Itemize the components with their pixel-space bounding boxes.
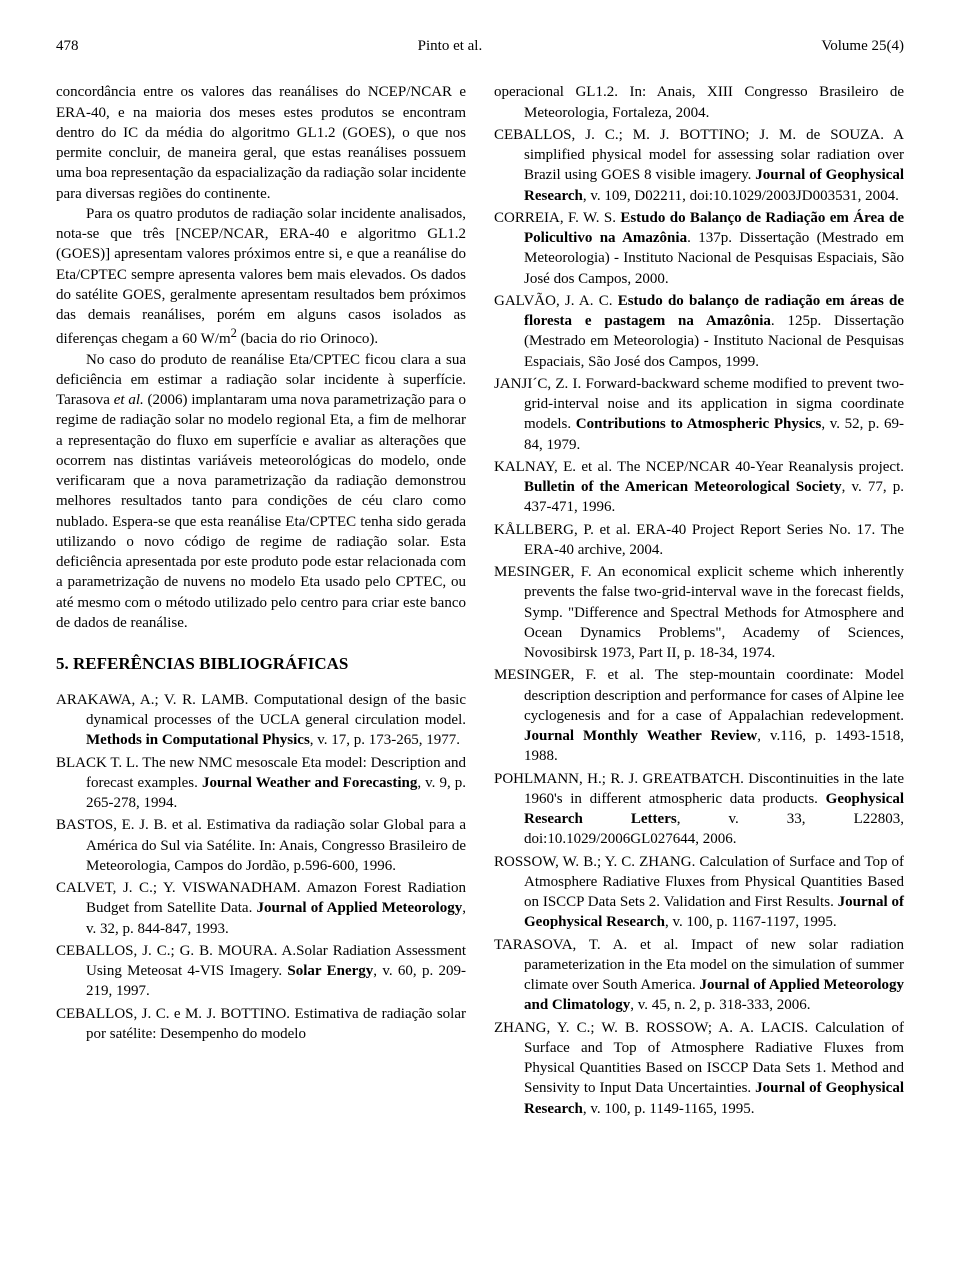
header-authors: Pinto et al. <box>418 36 483 56</box>
right-column: operacional GL1.2. In: Anais, XIII Congr… <box>494 82 904 1121</box>
body-paragraph: No caso do produto de reanálise Eta/CPTE… <box>56 350 466 634</box>
text: , v. 100, p. 1167-1197, 1995. <box>665 914 837 930</box>
reference-item: JANJI´C, Z. I. Forward-backward scheme m… <box>494 374 904 455</box>
text: (bacia do rio Orinoco). <box>237 331 378 347</box>
bold-text: Journal Monthly Weather Review <box>524 728 757 744</box>
text: , v. 17, p. 173-265, 1977. <box>310 732 460 748</box>
text: KALNAY, E. et al. The NCEP/NCAR 40-Year … <box>494 459 904 475</box>
header-volume: Volume 25(4) <box>821 36 904 56</box>
reference-item: GALVÃO, J. A. C. Estudo do balanço de ra… <box>494 291 904 372</box>
text: GALVÃO, J. A. C. <box>494 293 618 309</box>
reference-item: CEBALLOS, J. C. e M. J. BOTTINO. Estimat… <box>56 1004 466 1045</box>
reference-item: POHLMANN, H.; R. J. GREATBATCH. Disconti… <box>494 769 904 850</box>
reference-item: CORREIA, F. W. S. Estudo do Balanço de R… <box>494 208 904 289</box>
bold-text: Journal of Applied Meteorology <box>257 900 463 916</box>
reference-item: KALNAY, E. et al. The NCEP/NCAR 40-Year … <box>494 457 904 518</box>
bold-text: Bulletin of the American Meteorological … <box>524 479 842 495</box>
text: , v. 109, D02211, doi:10.1029/2003JD0035… <box>583 188 899 204</box>
reference-item: MESINGER, F. et al. The step-mountain co… <box>494 665 904 766</box>
body-paragraph: Para os quatro produtos de radiação sola… <box>56 204 466 350</box>
text: ARAKAWA, A.; V. R. LAMB. Computational d… <box>56 692 466 728</box>
reference-item: TARASOVA, T. A. et al. Impact of new sol… <box>494 935 904 1016</box>
reference-item: KÅLLBERG, P. et al. ERA-40 Project Repor… <box>494 520 904 561</box>
reference-item: BLACK T. L. The new NMC mesoscale Eta mo… <box>56 753 466 814</box>
reference-item: ZHANG, Y. C.; W. B. ROSSOW; A. A. LACIS.… <box>494 1018 904 1119</box>
page-header: 478 Pinto et al. Volume 25(4) <box>56 36 904 56</box>
reference-item: operacional GL1.2. In: Anais, XIII Congr… <box>494 82 904 123</box>
bold-text: Contributions to Atmospheric Physics <box>576 416 822 432</box>
reference-item: CEBALLOS, J. C.; M. J. BOTTINO; J. M. de… <box>494 125 904 206</box>
section-heading: 5. REFERÊNCIAS BIBLIOGRÁFICAS <box>56 653 466 676</box>
reference-item: ARAKAWA, A.; V. R. LAMB. Computational d… <box>56 690 466 751</box>
text: CORREIA, F. W. S. <box>494 210 620 226</box>
text: , v. 45, n. 2, p. 318-333, 2006. <box>630 997 810 1013</box>
text: MESINGER, F. et al. The step-mountain co… <box>494 667 904 724</box>
left-column: concordância entre os valores das reanál… <box>56 82 466 1121</box>
text: Para os quatro produtos de radiação sola… <box>56 206 466 348</box>
reference-item: CEBALLOS, J. C.; G. B. MOURA. A.Solar Ra… <box>56 941 466 1002</box>
bold-text: Methods in Computational Physics <box>86 732 310 748</box>
italic-text: et al. <box>114 392 144 408</box>
text: (2006) implantaram uma nova parametrizaç… <box>56 392 466 631</box>
bold-text: Journal Weather and Forecasting <box>202 775 417 791</box>
reference-item: CALVET, J. C.; Y. VISWANADHAM. Amazon Fo… <box>56 878 466 939</box>
reference-item: BASTOS, E. J. B. et al. Estimativa da ra… <box>56 815 466 876</box>
body-paragraph: concordância entre os valores das reanál… <box>56 82 466 204</box>
bold-text: Solar Energy <box>287 963 373 979</box>
text: , v. 100, p. 1149-1165, 1995. <box>583 1101 755 1117</box>
reference-item: MESINGER, F. An economical explicit sche… <box>494 562 904 663</box>
reference-item: ROSSOW, W. B.; Y. C. ZHANG. Calculation … <box>494 852 904 933</box>
page-number: 478 <box>56 36 79 56</box>
